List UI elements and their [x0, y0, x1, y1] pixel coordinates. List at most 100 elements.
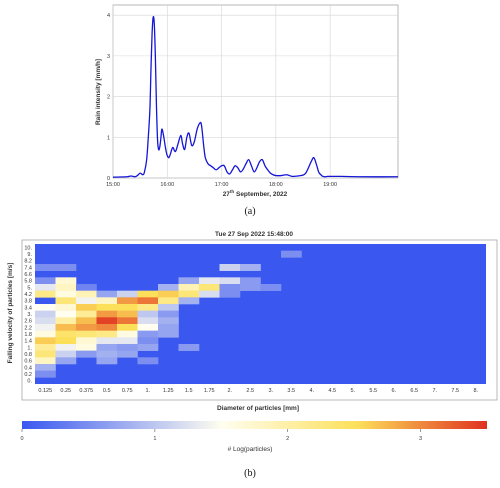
heatmap-cell: [137, 330, 159, 338]
heatmap-cell: [76, 317, 97, 325]
heatmap-cell: [55, 324, 77, 331]
heatmap-y-tick-label: 5.: [27, 285, 32, 291]
heatmap-cell: [137, 297, 159, 305]
heatmap-y-tick-label: 1.4: [24, 339, 32, 345]
heatmap-cell: [55, 284, 77, 291]
heatmap-x-tick-label: 0.25: [60, 388, 71, 394]
heatmap-y-tick-label: 0.6: [24, 359, 32, 365]
heatmap-cell: [219, 277, 241, 285]
heatmap-cell: [96, 344, 118, 351]
heatmap-cell: [55, 290, 77, 298]
heatmap-cell: [35, 284, 56, 291]
heatmap-cell: [55, 357, 77, 365]
heatmap-y-tick-label: 0.8: [24, 352, 32, 358]
heatmap-cell: [178, 277, 200, 285]
particle-heatmap-panel: Tue 27 Sep 2022 15:48:00 0.125 0.25 0.375 0…: [7, 231, 498, 479]
heatmap-x-tick-label: 0.5: [103, 388, 111, 394]
heatmap-cell: [76, 324, 97, 331]
line-x-tick-label: 17:00: [215, 182, 229, 188]
heatmap-cell: [158, 304, 179, 311]
heatmap-cell: [96, 290, 118, 298]
heatmap-x-tick-label: 1.75: [204, 388, 215, 394]
line-grid: [112, 5, 398, 179]
heatmap-cell: [96, 297, 118, 305]
heatmap-cell: [199, 277, 220, 285]
heatmap-y-tick-label: 1.: [27, 345, 32, 351]
heatmap-cell: [137, 324, 159, 331]
heatmap-y-tick-label: 0.2: [24, 372, 32, 378]
heatmap-cells: [35, 250, 302, 378]
line-y-tick-label: 1: [107, 135, 110, 141]
line-y-tick-label: 0: [107, 176, 110, 182]
heatmap-cell: [178, 290, 200, 298]
heatmap-cell: [158, 330, 179, 338]
heatmap-cell: [117, 350, 138, 358]
heatmap-cell: [55, 264, 77, 271]
heatmap-y-ticks: 10.9.8.27.46.65.85.4.23.83.43.2.62.21.81…: [24, 245, 32, 384]
colorbar-tick-label: 2: [286, 436, 289, 442]
heatmap-cell: [35, 310, 56, 318]
heatmap-x-tick-label: 5.5: [369, 388, 377, 394]
heatmap-cell: [35, 317, 56, 325]
heatmap-x-tick-label: 3.5: [287, 388, 295, 394]
heatmap-cell: [96, 337, 118, 345]
heatmap-x-tick-label: 0.125: [38, 388, 52, 394]
colorbar-tick-label: 1: [153, 436, 156, 442]
line-y-tick-label: 4: [107, 13, 110, 19]
colorbar-tick-label: 3: [419, 436, 422, 442]
heatmap-y-tick-label: 4.2: [24, 292, 32, 298]
heatmap-cell: [117, 297, 138, 305]
x-title-suffix: th: [230, 189, 234, 194]
heatmap-y-tick-label: 0.4: [24, 365, 32, 371]
heatmap-cell: [76, 330, 97, 338]
heatmap-cell: [240, 284, 261, 291]
heatmap-cell: [199, 284, 220, 291]
heatmap-cell: [158, 284, 179, 291]
heatmap-title: Tue 27 Sep 2022 15:48:00: [215, 231, 293, 238]
rain-intensity-panel: 15:00 16:00 17:00 18:00 19:00 0 1 2 3 4 Rain int…: [95, 4, 399, 217]
heatmap-x-ticks: 0.125 0.25 0.375 0.5 0.75 1. 1.25 1.5 1.75 2. 2.5 3…: [38, 388, 478, 394]
heatmap-x-tick-label: 0.75: [122, 388, 133, 394]
heatmap-cell: [281, 250, 302, 258]
heatmap-cell: [219, 284, 241, 291]
heatmap-y-tick-label: 3.4: [24, 305, 32, 311]
heatmap-x-tick-label: 1.: [145, 388, 150, 394]
heatmap-x-tick-label: 7.5: [451, 388, 459, 394]
heatmap-y-tick-label: 0.: [27, 379, 32, 385]
heatmap-cell: [158, 324, 179, 331]
colorbar-label: # Log(particles): [228, 446, 273, 453]
heatmap-cell: [96, 330, 118, 338]
line-y-tick-label: 3: [107, 54, 110, 60]
colorbar-ticks: 0 1 2 3: [20, 429, 422, 442]
heatmap-x-tick-label: 5.: [350, 388, 355, 394]
line-x-tick-label: 15:00: [106, 182, 120, 188]
heatmap-y-tick-label: 1.8: [24, 332, 32, 338]
heatmap-x-tick-label: 7.: [432, 388, 437, 394]
heatmap-x-tick-label: 4.5: [328, 388, 336, 394]
heatmap-cell: [117, 304, 138, 311]
heatmap-cell: [55, 330, 77, 338]
heatmap-cell: [55, 297, 77, 305]
caption-a: (a): [244, 206, 255, 217]
heatmap-cell: [137, 304, 159, 311]
line-x-ticks: 15:00 16:00 17:00 18:00 19:00: [106, 182, 337, 188]
heatmap-y-tick-label: 5.8: [24, 279, 32, 285]
heatmap-y-tick-label: 7.4: [24, 265, 32, 271]
heatmap-cell: [96, 357, 118, 365]
heatmap-cell: [35, 277, 56, 285]
heatmap-y-axis-title: Falling velocity of particles [m/s]: [7, 263, 14, 364]
heatmap-cell: [76, 310, 97, 318]
heatmap-cell: [55, 350, 77, 358]
heatmap-y-tick-label: 9.: [27, 252, 32, 258]
heatmap-cell: [35, 264, 56, 271]
heatmap-cell: [137, 290, 159, 298]
heatmap-y-tick-label: 2.2: [24, 325, 32, 331]
line-y-ticks: 0 1 2 3 4: [107, 13, 110, 182]
heatmap-cell: [76, 350, 97, 358]
heatmap-x-tick-label: 2.5: [246, 388, 254, 394]
line-y-tick-label: 2: [107, 95, 110, 101]
heatmap-cell: [117, 330, 138, 338]
heatmap-y-tick-label: 2.6: [24, 319, 32, 325]
heatmap-cell: [35, 350, 56, 358]
heatmap-cell: [117, 310, 138, 318]
